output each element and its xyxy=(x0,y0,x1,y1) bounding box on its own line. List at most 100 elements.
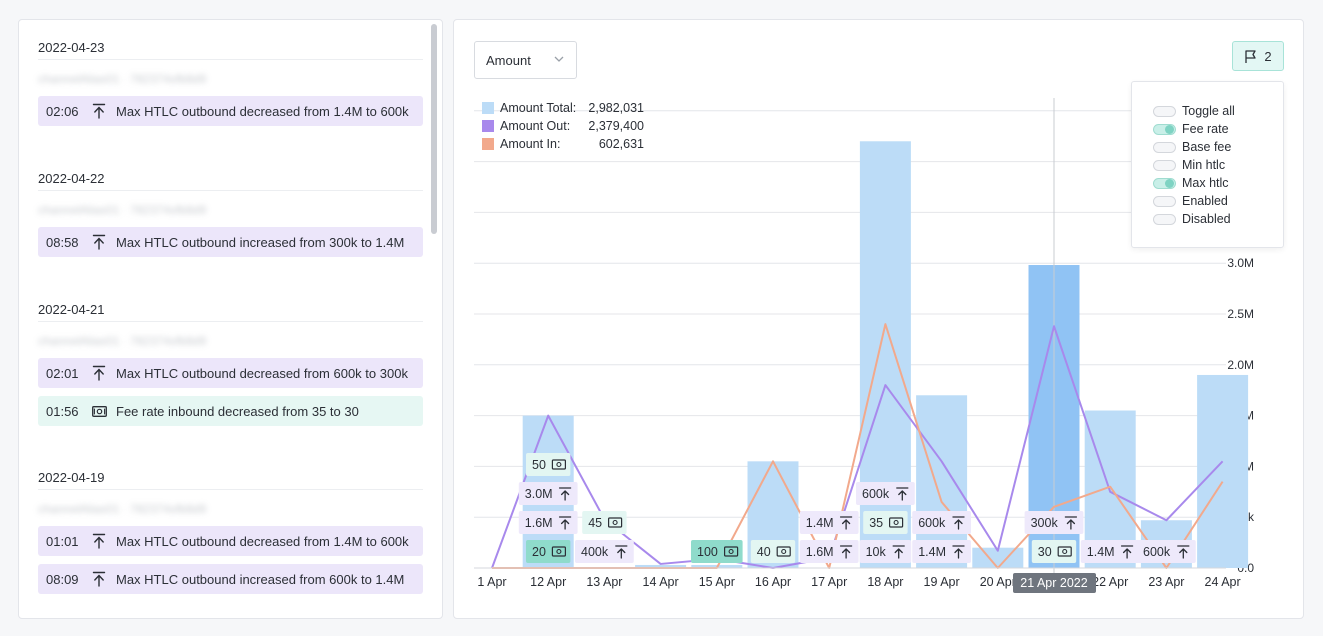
toggle-row[interactable]: Base fee xyxy=(1153,138,1283,156)
htlc-event-marker[interactable]: 3.0M xyxy=(518,482,578,505)
toggle-switch[interactable] xyxy=(1153,159,1176,171)
arrow-up-to-line-icon xyxy=(839,545,853,559)
max-htlc-event[interactable]: 08:58 Max HTLC outbound increased from 30… xyxy=(38,227,423,257)
marker-value: 45 xyxy=(588,516,602,530)
event-day-group: 2022-04-21 channelAlias01 · 782374xfb8d9 0… xyxy=(38,298,423,426)
htlc-event-marker[interactable]: 300k xyxy=(1024,511,1084,534)
chart-legend: Amount Total: 2,982,031 Amount Out: 2,379,4… xyxy=(482,99,644,153)
htlc-event-marker[interactable]: 600k xyxy=(1137,540,1196,563)
toggle-row[interactable]: Min htlc xyxy=(1153,156,1283,174)
x-tick-label: 22 Apr xyxy=(1092,575,1128,589)
hover-date-label: 21 Apr 2022 xyxy=(1020,576,1087,590)
toggle-switch[interactable] xyxy=(1153,105,1176,117)
x-tick-label: 15 Apr xyxy=(699,575,735,589)
event-description: Max HTLC outbound decreased from 1.4M to… xyxy=(116,533,409,549)
arrow-up-to-line-icon xyxy=(82,571,116,587)
legend-item[interactable]: Amount In: 602,631 xyxy=(482,135,644,153)
y-tick-label: 2.0M xyxy=(1227,358,1254,372)
event-date: 2022-04-21 xyxy=(38,298,423,322)
x-tick-label: 23 Apr xyxy=(1148,575,1184,589)
toggle-switch[interactable] xyxy=(1153,213,1176,225)
legend-item[interactable]: Amount Total: 2,982,031 xyxy=(482,99,644,117)
channel-name-blurred: channelAlias01 · 782374xfb8d9 xyxy=(38,203,207,217)
toggle-label: Max htlc xyxy=(1182,176,1229,190)
marker-value: 50 xyxy=(532,458,546,472)
marker-value: 1.4M xyxy=(806,516,834,530)
toggle-row[interactable]: Disabled xyxy=(1153,210,1283,228)
toggle-row[interactable]: Toggle all xyxy=(1153,102,1283,120)
toggle-row[interactable]: Fee rate xyxy=(1153,120,1283,138)
toggle-label: Toggle all xyxy=(1182,104,1235,118)
htlc-event-marker[interactable]: 10k xyxy=(859,540,912,563)
event-time: 02:06 xyxy=(46,103,79,119)
x-tick-label: 16 Apr xyxy=(755,575,791,589)
toggle-switch[interactable] xyxy=(1153,123,1176,135)
event-day-group: 2022-04-22 channelAlias01 · 782374xfb8d9 0… xyxy=(38,167,423,257)
htlc-event-marker[interactable]: 1.6M xyxy=(518,511,578,534)
chevron-down-icon xyxy=(554,56,564,62)
scrollbar-thumb[interactable] xyxy=(431,24,437,234)
bar-amount-total xyxy=(916,395,968,568)
toggle-row[interactable]: Enabled xyxy=(1153,192,1283,210)
max-htlc-event[interactable]: 08:09 Max HTLC outbound increased from 60… xyxy=(38,564,423,594)
htlc-event-marker[interactable]: 1.4M xyxy=(799,511,859,534)
event-date: 2022-04-23 xyxy=(38,36,423,60)
flag-icon xyxy=(1245,49,1257,63)
legend-swatch xyxy=(482,102,494,114)
marker-value: 400k xyxy=(581,545,609,559)
htlc-event-marker[interactable]: 1.4M xyxy=(1080,540,1140,563)
money-icon-coin xyxy=(556,548,562,555)
y-tick-label: 3.0M xyxy=(1227,256,1254,270)
legend-item[interactable]: Amount Out: 2,379,400 xyxy=(482,117,644,135)
htlc-event-marker[interactable]: 600k xyxy=(856,482,915,505)
marker-chip xyxy=(750,540,796,563)
toggle-switch[interactable] xyxy=(1153,141,1176,153)
arrow-up-to-line-icon xyxy=(1177,545,1190,559)
channel-name-blurred: channelAlias01 · 782374xfb8d9 xyxy=(38,72,207,86)
fee-event-marker[interactable]: 50 xyxy=(526,453,571,476)
x-tick-label: 19 Apr xyxy=(924,575,960,589)
event-date: 2022-04-19 xyxy=(38,466,423,490)
arrow-up-to-line-icon xyxy=(1120,545,1134,559)
legend-value: 602,631 xyxy=(598,137,644,151)
fee-event-marker[interactable]: 40 xyxy=(750,540,796,563)
marker-value: 35 xyxy=(869,516,883,530)
event-date: 2022-04-22 xyxy=(38,167,423,191)
htlc-event-marker[interactable]: 1.6M xyxy=(799,540,859,563)
money-icon xyxy=(1057,546,1072,557)
toggle-switch[interactable] xyxy=(1153,177,1176,189)
toggle-row[interactable]: Max htlc xyxy=(1153,174,1283,192)
event-log-panel[interactable]: 2022-04-23 channelAlias01 · 782374xfb8d9 0… xyxy=(18,19,443,619)
marker-value: 1.4M xyxy=(918,545,946,559)
marker-value: 10k xyxy=(866,545,887,559)
channel-name-blurred: channelAlias01 · 782374xfb8d9 xyxy=(38,502,207,516)
fee-event-marker[interactable]: 30 xyxy=(1031,540,1077,563)
hover-date-tooltip xyxy=(1013,573,1096,593)
flag-count: 2 xyxy=(1264,48,1272,64)
marker-value: 30 xyxy=(1038,545,1052,559)
fee-rate-event[interactable]: 01:56 Fee rate inbound decreased from 35 … xyxy=(38,396,423,426)
metric-select[interactable]: Amount xyxy=(474,41,577,79)
max-htlc-event[interactable]: 01:01 Max HTLC outbound decreased from 1.… xyxy=(38,526,423,556)
marker-chip xyxy=(863,511,908,534)
arrow-up-to-line-icon xyxy=(952,545,965,559)
fee-event-marker[interactable]: 20 xyxy=(526,540,571,563)
arrow-up-to-line-icon xyxy=(1064,516,1078,530)
event-toggle-menu: Toggle all Fee rate Base fee Min htlc Max ht… xyxy=(1131,81,1284,248)
event-time: 08:58 xyxy=(46,234,79,250)
htlc-event-marker[interactable]: 1.4M xyxy=(912,540,971,563)
flag-button[interactable]: 2 xyxy=(1232,41,1284,71)
marker-chip xyxy=(582,511,627,534)
marker-value: 300k xyxy=(1031,516,1059,530)
event-day-group: 2022-04-23 channelAlias01 · 782374xfb8d9 0… xyxy=(38,36,423,126)
max-htlc-event[interactable]: 02:01 Max HTLC outbound decreased from 60… xyxy=(38,358,423,388)
htlc-event-marker[interactable]: 400k xyxy=(575,540,634,563)
fee-event-marker[interactable]: 100 xyxy=(691,540,743,563)
max-htlc-event[interactable]: 02:06 Max HTLC outbound decreased from 1.… xyxy=(38,96,423,126)
toggle-switch[interactable] xyxy=(1153,195,1176,207)
htlc-event-marker[interactable]: 600k xyxy=(912,511,971,534)
marker-chip xyxy=(1031,540,1077,563)
fee-event-marker[interactable]: 35 xyxy=(863,511,908,534)
fee-event-marker[interactable]: 45 xyxy=(582,511,627,534)
